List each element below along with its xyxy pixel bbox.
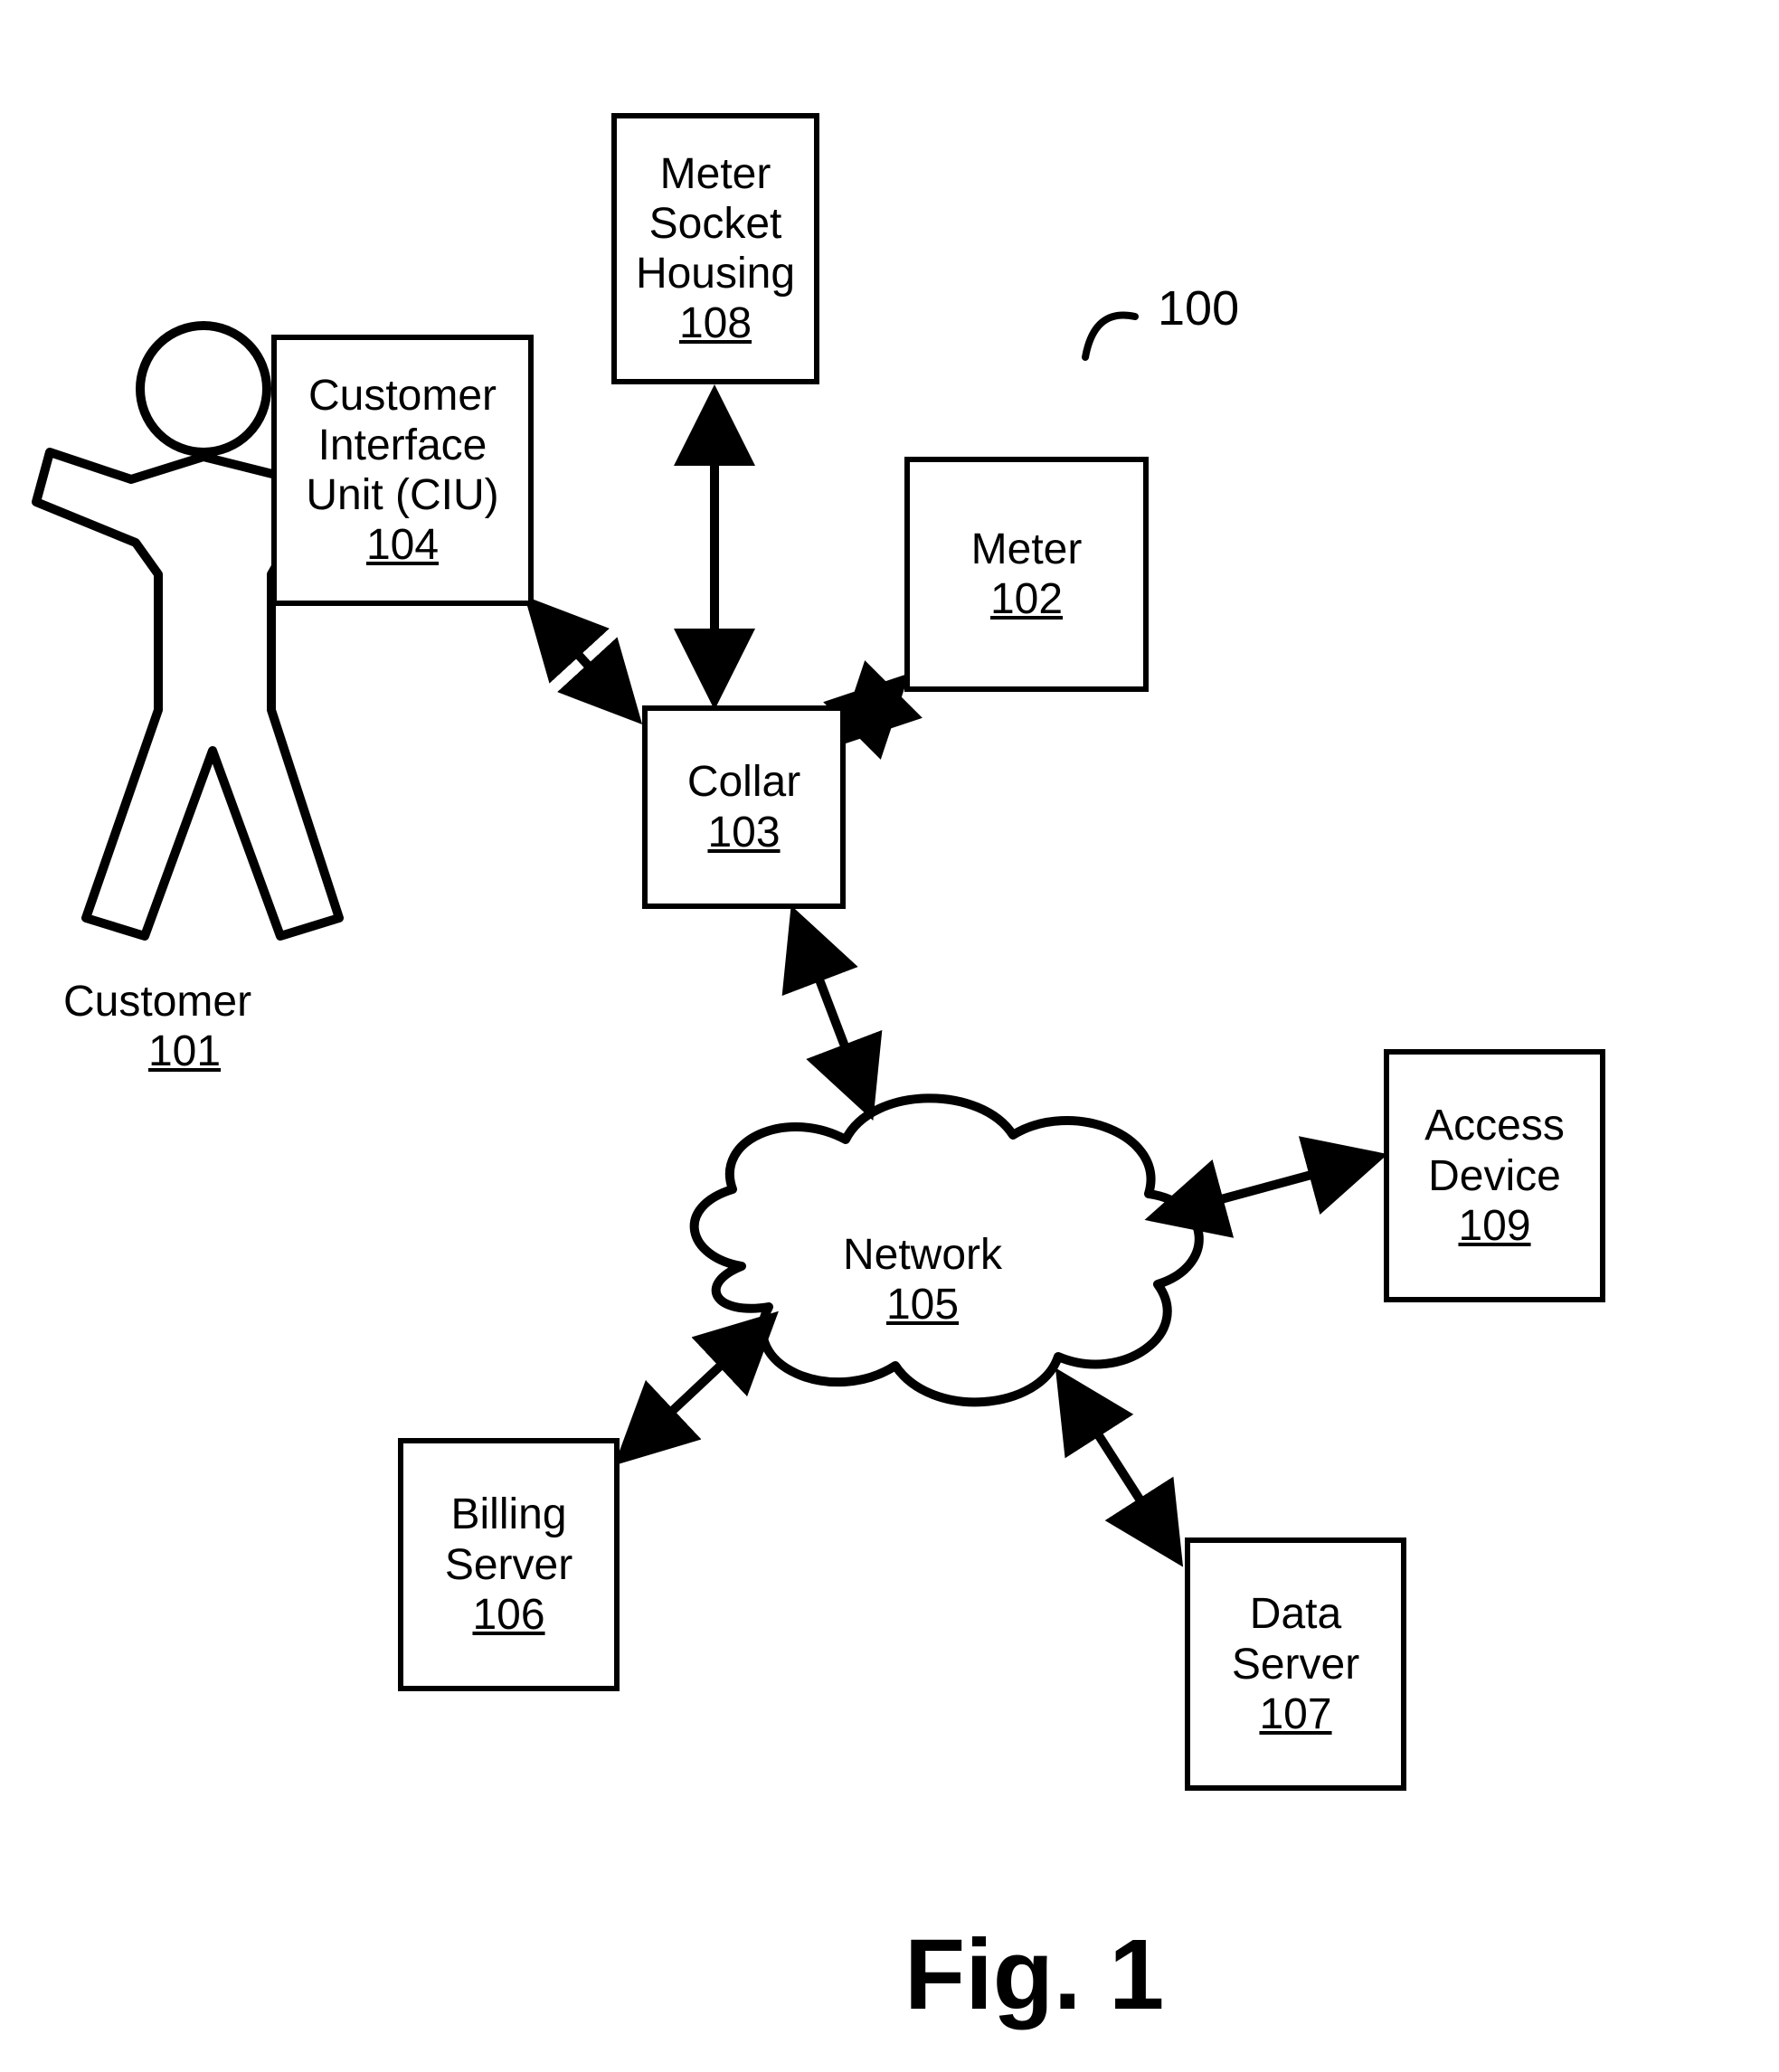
node-msh-ref: 108 [679, 298, 752, 348]
network-ref: 105 [886, 1280, 959, 1329]
node-ciu-ref: 104 [366, 520, 439, 570]
meter-node: Meter102 [904, 457, 1149, 692]
node-msh-label: MeterSocketHousing [636, 149, 795, 299]
node-billing-label: BillingServer [445, 1490, 572, 1589]
edge-meter-collar [846, 683, 900, 737]
network-label-text: Network [814, 1230, 1031, 1280]
ciu-node: CustomerInterfaceUnit (CIU)104 [271, 335, 534, 606]
system-ref-label: 100 [1158, 280, 1239, 336]
node-data-ref: 107 [1259, 1689, 1331, 1739]
system-ref-hook [1085, 315, 1135, 357]
svg-overlay [0, 0, 1779, 2072]
node-data-label: DataServer [1232, 1589, 1359, 1689]
customer-ref: 101 [148, 1027, 221, 1076]
node-access-ref: 109 [1458, 1201, 1530, 1251]
edge-network-data [1063, 1379, 1176, 1556]
edge-network-access [1158, 1158, 1375, 1216]
node-meter-ref: 102 [990, 574, 1063, 624]
node-collar-label: Collar [687, 757, 800, 807]
diagram-canvas: CustomerInterfaceUnit (CIU)104 MeterSock… [0, 0, 1779, 2072]
node-ciu-label: CustomerInterfaceUnit (CIU) [306, 371, 498, 521]
node-access-label: AccessDevice [1424, 1101, 1565, 1200]
network-cloud-label: Network105 [814, 1230, 1031, 1329]
node-billing-ref: 106 [472, 1590, 544, 1640]
customer-label-text: Customer [63, 977, 251, 1027]
meter-socket-housing-node: MeterSocketHousing108 [611, 113, 819, 384]
billing-server-node: BillingServer106 [398, 1438, 620, 1691]
figure-caption: Fig. 1 [904, 1917, 1164, 2032]
customer-head-icon [140, 326, 267, 452]
data-server-node: DataServer107 [1185, 1537, 1406, 1791]
access-device-node: AccessDevice109 [1384, 1049, 1605, 1302]
edge-collar-network [796, 918, 868, 1108]
edge-ciu-collar [534, 606, 633, 714]
node-collar-ref: 103 [707, 808, 780, 857]
node-meter-label: Meter [971, 525, 1083, 574]
edge-network-billing [624, 1320, 769, 1456]
customer-label: Customer101 [63, 977, 251, 1076]
collar-node: Collar103 [642, 705, 846, 909]
